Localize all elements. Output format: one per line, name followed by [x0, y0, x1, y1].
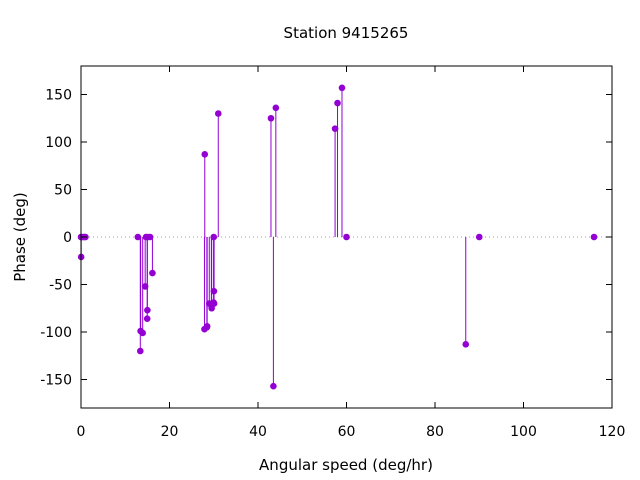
data-point	[272, 104, 280, 112]
y-axis-title: Phase (deg)	[11, 192, 29, 282]
y-tick-label: 0	[63, 230, 72, 246]
data-point	[146, 233, 154, 241]
y-tick-label: -150	[40, 373, 72, 389]
x-axis-title: Angular speed (deg/hr)	[259, 456, 433, 474]
data-point	[590, 233, 598, 241]
data-point	[210, 287, 218, 295]
x-tick-label: 0	[77, 424, 86, 440]
data-point	[334, 99, 341, 107]
data-point	[149, 269, 156, 277]
chart-title: Station 9415265	[284, 24, 409, 42]
data-point	[134, 233, 142, 241]
data-point	[214, 110, 222, 117]
y-tick-label: 50	[54, 183, 72, 199]
y-tick-label: -50	[49, 278, 72, 294]
y-tick-label: -100	[40, 325, 72, 341]
y-tick-label: 150	[45, 88, 72, 104]
data-point	[201, 151, 209, 158]
point-series	[77, 84, 598, 390]
x-axis: 0 20 40 60 80 100 120	[77, 66, 626, 440]
data-point	[210, 233, 218, 241]
impulse-series	[80, 87, 467, 387]
x-tick-label: 80	[426, 424, 444, 440]
y-tick-label: 100	[45, 135, 72, 151]
x-tick-label: 120	[599, 424, 626, 440]
data-point	[475, 233, 483, 241]
data-point	[210, 300, 218, 307]
data-point	[270, 382, 277, 390]
data-point	[343, 233, 350, 241]
data-point	[267, 114, 275, 122]
data-point	[139, 329, 146, 337]
data-point	[144, 306, 151, 314]
data-point	[203, 323, 211, 330]
x-tick-label: 40	[249, 424, 267, 440]
data-point	[331, 125, 339, 132]
y-axis: -150 -100 -50 0 50 100 150	[40, 88, 612, 389]
x-tick-label: 20	[161, 424, 179, 440]
data-point	[136, 347, 144, 355]
x-tick-label: 100	[510, 424, 537, 440]
x-tick-label: 60	[338, 424, 356, 440]
data-point	[143, 315, 151, 323]
data-point	[141, 283, 149, 290]
data-point	[338, 84, 346, 92]
data-point	[462, 341, 470, 348]
